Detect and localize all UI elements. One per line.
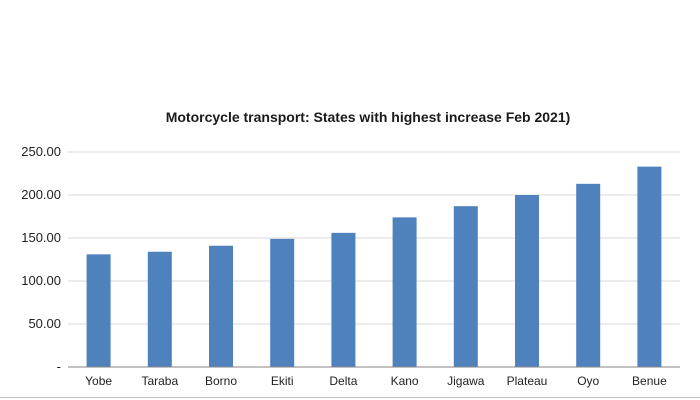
bottom-divider: [0, 397, 700, 398]
bar-jigawa: [453, 206, 478, 367]
bar-delta: [331, 232, 356, 367]
bar-yobe: [86, 254, 111, 367]
x-tick-label: Ekiti: [271, 374, 294, 388]
y-tick-label: -: [57, 359, 61, 374]
bar-oyo: [576, 183, 601, 367]
x-tick-label: Yobe: [85, 374, 112, 388]
chart-title: Motorcycle transport: States with highes…: [166, 109, 571, 125]
x-tick-label: Benue: [632, 374, 667, 388]
x-tick-label: Delta: [329, 374, 357, 388]
x-tick-label: Jigawa: [447, 374, 485, 388]
x-tick-label: Borno: [205, 374, 237, 388]
y-tick-label: 200.00: [21, 187, 61, 202]
x-tick-label: Plateau: [507, 374, 548, 388]
x-tick-label: Oyo: [577, 374, 599, 388]
x-axis-categories: Yobe Taraba Borno Ekiti Delta Kano Jigawa Plate…: [85, 374, 667, 388]
bar-kano: [392, 217, 417, 367]
x-tick-label: Taraba: [141, 374, 178, 388]
x-tick-label: Kano: [391, 374, 419, 388]
bars: [86, 166, 662, 367]
bar-benue: [637, 166, 662, 367]
y-tick-label: 250.00: [21, 144, 61, 159]
bar-plateau: [515, 195, 539, 367]
bar-ekiti: [270, 238, 295, 367]
y-axis-ticks: - 50.00 100.00 150.00 200.00 250.00: [21, 144, 61, 374]
y-tick-label: 50.00: [28, 316, 61, 331]
bar-borno: [209, 245, 233, 367]
bar-taraba: [147, 251, 172, 367]
y-tick-label: 150.00: [21, 230, 61, 245]
y-tick-label: 100.00: [21, 273, 61, 288]
